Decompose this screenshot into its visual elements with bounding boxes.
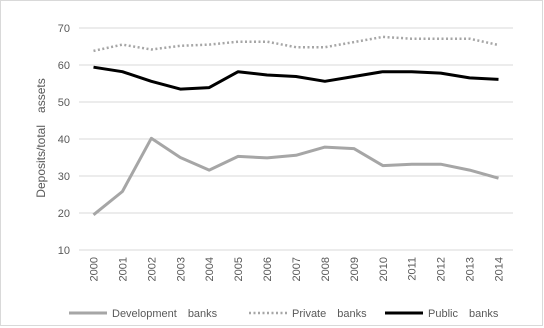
x-tick-label: 2011 — [407, 257, 419, 281]
series-line-public-banks — [93, 65, 499, 91]
series-line-private-banks — [93, 35, 499, 53]
gridlines — [79, 27, 513, 251]
series-lines — [92, 35, 499, 216]
y-tick-label: 40 — [58, 134, 70, 146]
x-tick-label: 2005 — [233, 257, 245, 281]
x-tick-label: 2014 — [494, 257, 506, 281]
x-tick-label: 2006 — [262, 257, 274, 281]
y-tick-label: 50 — [58, 97, 70, 109]
x-tick-label: 2003 — [175, 257, 187, 281]
legend-label-private-banks: Private banks — [292, 308, 367, 320]
y-tick-label: 30 — [58, 171, 70, 183]
x-tick-label: 2012 — [436, 257, 448, 281]
x-tick-label: 2001 — [117, 257, 129, 281]
y-tick-label: 20 — [58, 208, 70, 220]
x-axis-tick-labels: 2000 2001 2002 2003 2004 2005 2006 2007 2008 2009… — [88, 257, 505, 281]
x-tick-label: 2000 — [88, 257, 100, 281]
y-axis-title: Deposits/total assets — [34, 78, 48, 197]
y-tick-label: 10 — [58, 245, 70, 257]
x-tick-label: 2007 — [291, 257, 303, 281]
x-tick-label: 2008 — [320, 257, 332, 281]
legend-label-development-banks: Development banks — [112, 308, 218, 320]
legend: Development banks Private banks Public ban… — [69, 308, 499, 320]
x-tick-label: 2004 — [204, 257, 216, 281]
y-axis-tick-labels: 10 20 30 40 50 60 70 — [58, 23, 70, 257]
y-tick-label: 60 — [58, 60, 70, 72]
x-tick-label: 2010 — [378, 257, 390, 281]
x-tick-label: 2009 — [349, 257, 361, 281]
series-line-development-banks — [92, 136, 499, 216]
x-tick-label: 2013 — [465, 257, 477, 281]
y-tick-label: 70 — [58, 23, 70, 35]
legend-label-public-banks: Public banks — [428, 308, 499, 320]
x-tick-label: 2002 — [146, 257, 158, 281]
